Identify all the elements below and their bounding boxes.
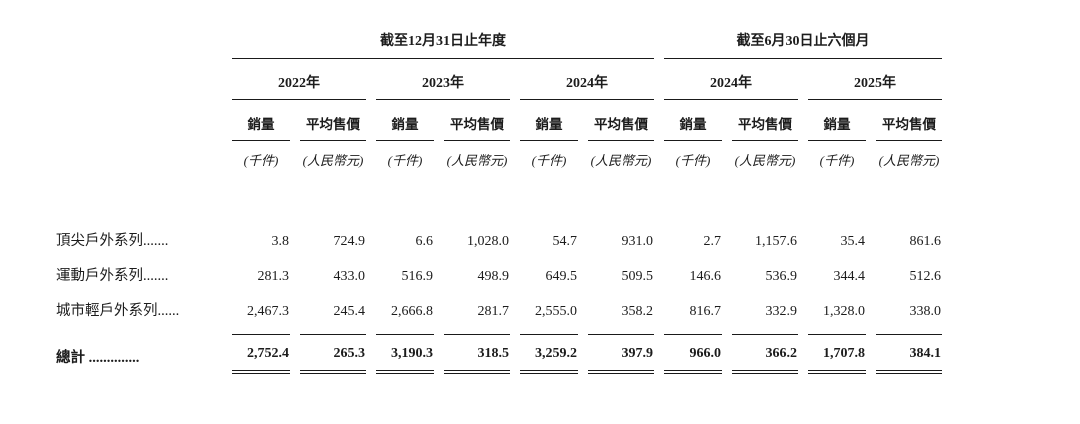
cell-value: 816.7 [689, 304, 722, 319]
metric-header-price: 平均售價 [732, 100, 798, 141]
table-row-urban-light-outdoor: 城市輕戶外系列...... 2,467.3 245.4 2,666.8 281.… [54, 292, 942, 334]
cell-value: 332.9 [765, 304, 798, 319]
total-cell-value: 3,190.3 [376, 334, 434, 374]
unit-header-volume: (千件) [531, 153, 567, 168]
total-cell-value: 966.0 [664, 334, 722, 374]
year-header-2022: 2022年 [232, 59, 366, 100]
metric-header-price: 平均售價 [876, 100, 942, 141]
total-row-label: 總計 .............. [56, 350, 140, 366]
table-row-premium-outdoor: 頂尖戶外系列....... 3.8 724.9 6.6 1,028.0 54.7… [54, 222, 942, 257]
cell-value: 2,555.0 [535, 304, 577, 319]
spacer-row [54, 174, 942, 222]
empty-cell [54, 59, 222, 100]
cell-value: 931.0 [621, 234, 654, 249]
total-cell-value: 384.1 [876, 334, 942, 374]
row-label: 頂尖戶外系列....... [56, 233, 169, 249]
unit-header-volume: (千件) [243, 153, 279, 168]
unit-header-volume: (千件) [819, 153, 855, 168]
table-row-sport-outdoor: 運動戶外系列....... 281.3 433.0 516.9 498.9 64… [54, 257, 942, 292]
empty-cell [54, 100, 222, 141]
year-header-2023: 2023年 [376, 59, 510, 100]
cell-value: 245.4 [333, 304, 366, 319]
total-cell-value: 397.9 [588, 334, 654, 374]
cell-value: 2,666.8 [391, 304, 433, 319]
total-cell-value: 3,259.2 [520, 334, 578, 374]
row-label: 城市輕戶外系列...... [56, 303, 180, 319]
table-row-total: 總計 .............. 2,752.4 265.3 3,190.3 … [54, 334, 942, 374]
metric-header-price: 平均售價 [444, 100, 510, 141]
cell-value: 724.9 [333, 234, 366, 249]
year-header-2024: 2024年 [520, 59, 654, 100]
metric-header-volume: 銷量 [520, 100, 578, 141]
metric-header-volume: 銷量 [808, 100, 866, 141]
unit-header-price: (人民幣元) [734, 153, 796, 168]
total-cell-value: 265.3 [300, 334, 366, 374]
cell-value: 861.6 [909, 234, 942, 249]
cell-value: 1,157.6 [755, 234, 797, 249]
cell-value: 1,328.0 [823, 304, 865, 319]
total-cell-value: 318.5 [444, 334, 510, 374]
cell-value: 54.7 [552, 234, 578, 249]
cell-value: 281.7 [477, 304, 510, 319]
cell-value: 1,028.0 [467, 234, 509, 249]
total-cell-value: 1,707.8 [808, 334, 866, 374]
period-header-row: 截至12月31日止年度 截至6月30日止六個月 [54, 30, 942, 59]
period-header-interim: 截至6月30日止六個月 [664, 30, 942, 59]
cell-value: 281.3 [257, 269, 290, 284]
sales-volume-asp-table: 截至12月31日止年度 截至6月30日止六個月 2022年 2023年 2024… [44, 30, 952, 374]
cell-value: 536.9 [765, 269, 798, 284]
metric-header-price: 平均售價 [588, 100, 654, 141]
cell-value: 649.5 [545, 269, 578, 284]
total-cell-value: 2,752.4 [232, 334, 290, 374]
cell-value: 2.7 [703, 234, 722, 249]
year-header-row: 2022年 2023年 2024年 2024年 2025年 [54, 59, 942, 100]
unit-header-volume: (千件) [387, 153, 423, 168]
unit-header-row: (千件) (人民幣元) (千件) (人民幣元) (千件) (人民幣元) (千件)… [54, 141, 942, 174]
cell-value: 3.8 [271, 234, 290, 249]
metric-header-price: 平均售價 [300, 100, 366, 141]
empty-corner-cell [54, 30, 222, 59]
cell-value: 512.6 [909, 269, 942, 284]
unit-header-volume: (千件) [675, 153, 711, 168]
year-header-2024-interim: 2024年 [664, 59, 798, 100]
total-cell-value: 366.2 [732, 334, 798, 374]
cell-value: 146.6 [689, 269, 722, 284]
spacer-cell [54, 174, 942, 222]
cell-value: 358.2 [621, 304, 654, 319]
unit-header-price: (人民幣元) [590, 153, 652, 168]
metric-header-row: 銷量 平均售價 銷量 平均售價 銷量 平均售價 銷量 平均售價 銷量 平均售價 [54, 100, 942, 141]
cell-value: 509.5 [621, 269, 654, 284]
empty-cell [54, 141, 222, 174]
cell-value: 35.4 [840, 234, 866, 249]
metric-header-volume: 銷量 [376, 100, 434, 141]
metric-header-volume: 銷量 [664, 100, 722, 141]
year-header-2025-interim: 2025年 [808, 59, 942, 100]
row-label: 運動戶外系列....... [56, 268, 169, 284]
cell-value: 433.0 [333, 269, 366, 284]
unit-header-price: (人民幣元) [446, 153, 508, 168]
cell-value: 338.0 [909, 304, 942, 319]
period-header-annual: 截至12月31日止年度 [232, 30, 654, 59]
cell-value: 516.9 [401, 269, 434, 284]
cell-value: 498.9 [477, 269, 510, 284]
metric-header-volume: 銷量 [232, 100, 290, 141]
cell-value: 6.6 [415, 234, 434, 249]
cell-value: 2,467.3 [247, 304, 289, 319]
unit-header-price: (人民幣元) [302, 153, 364, 168]
cell-value: 344.4 [833, 269, 866, 284]
unit-header-price: (人民幣元) [878, 153, 940, 168]
